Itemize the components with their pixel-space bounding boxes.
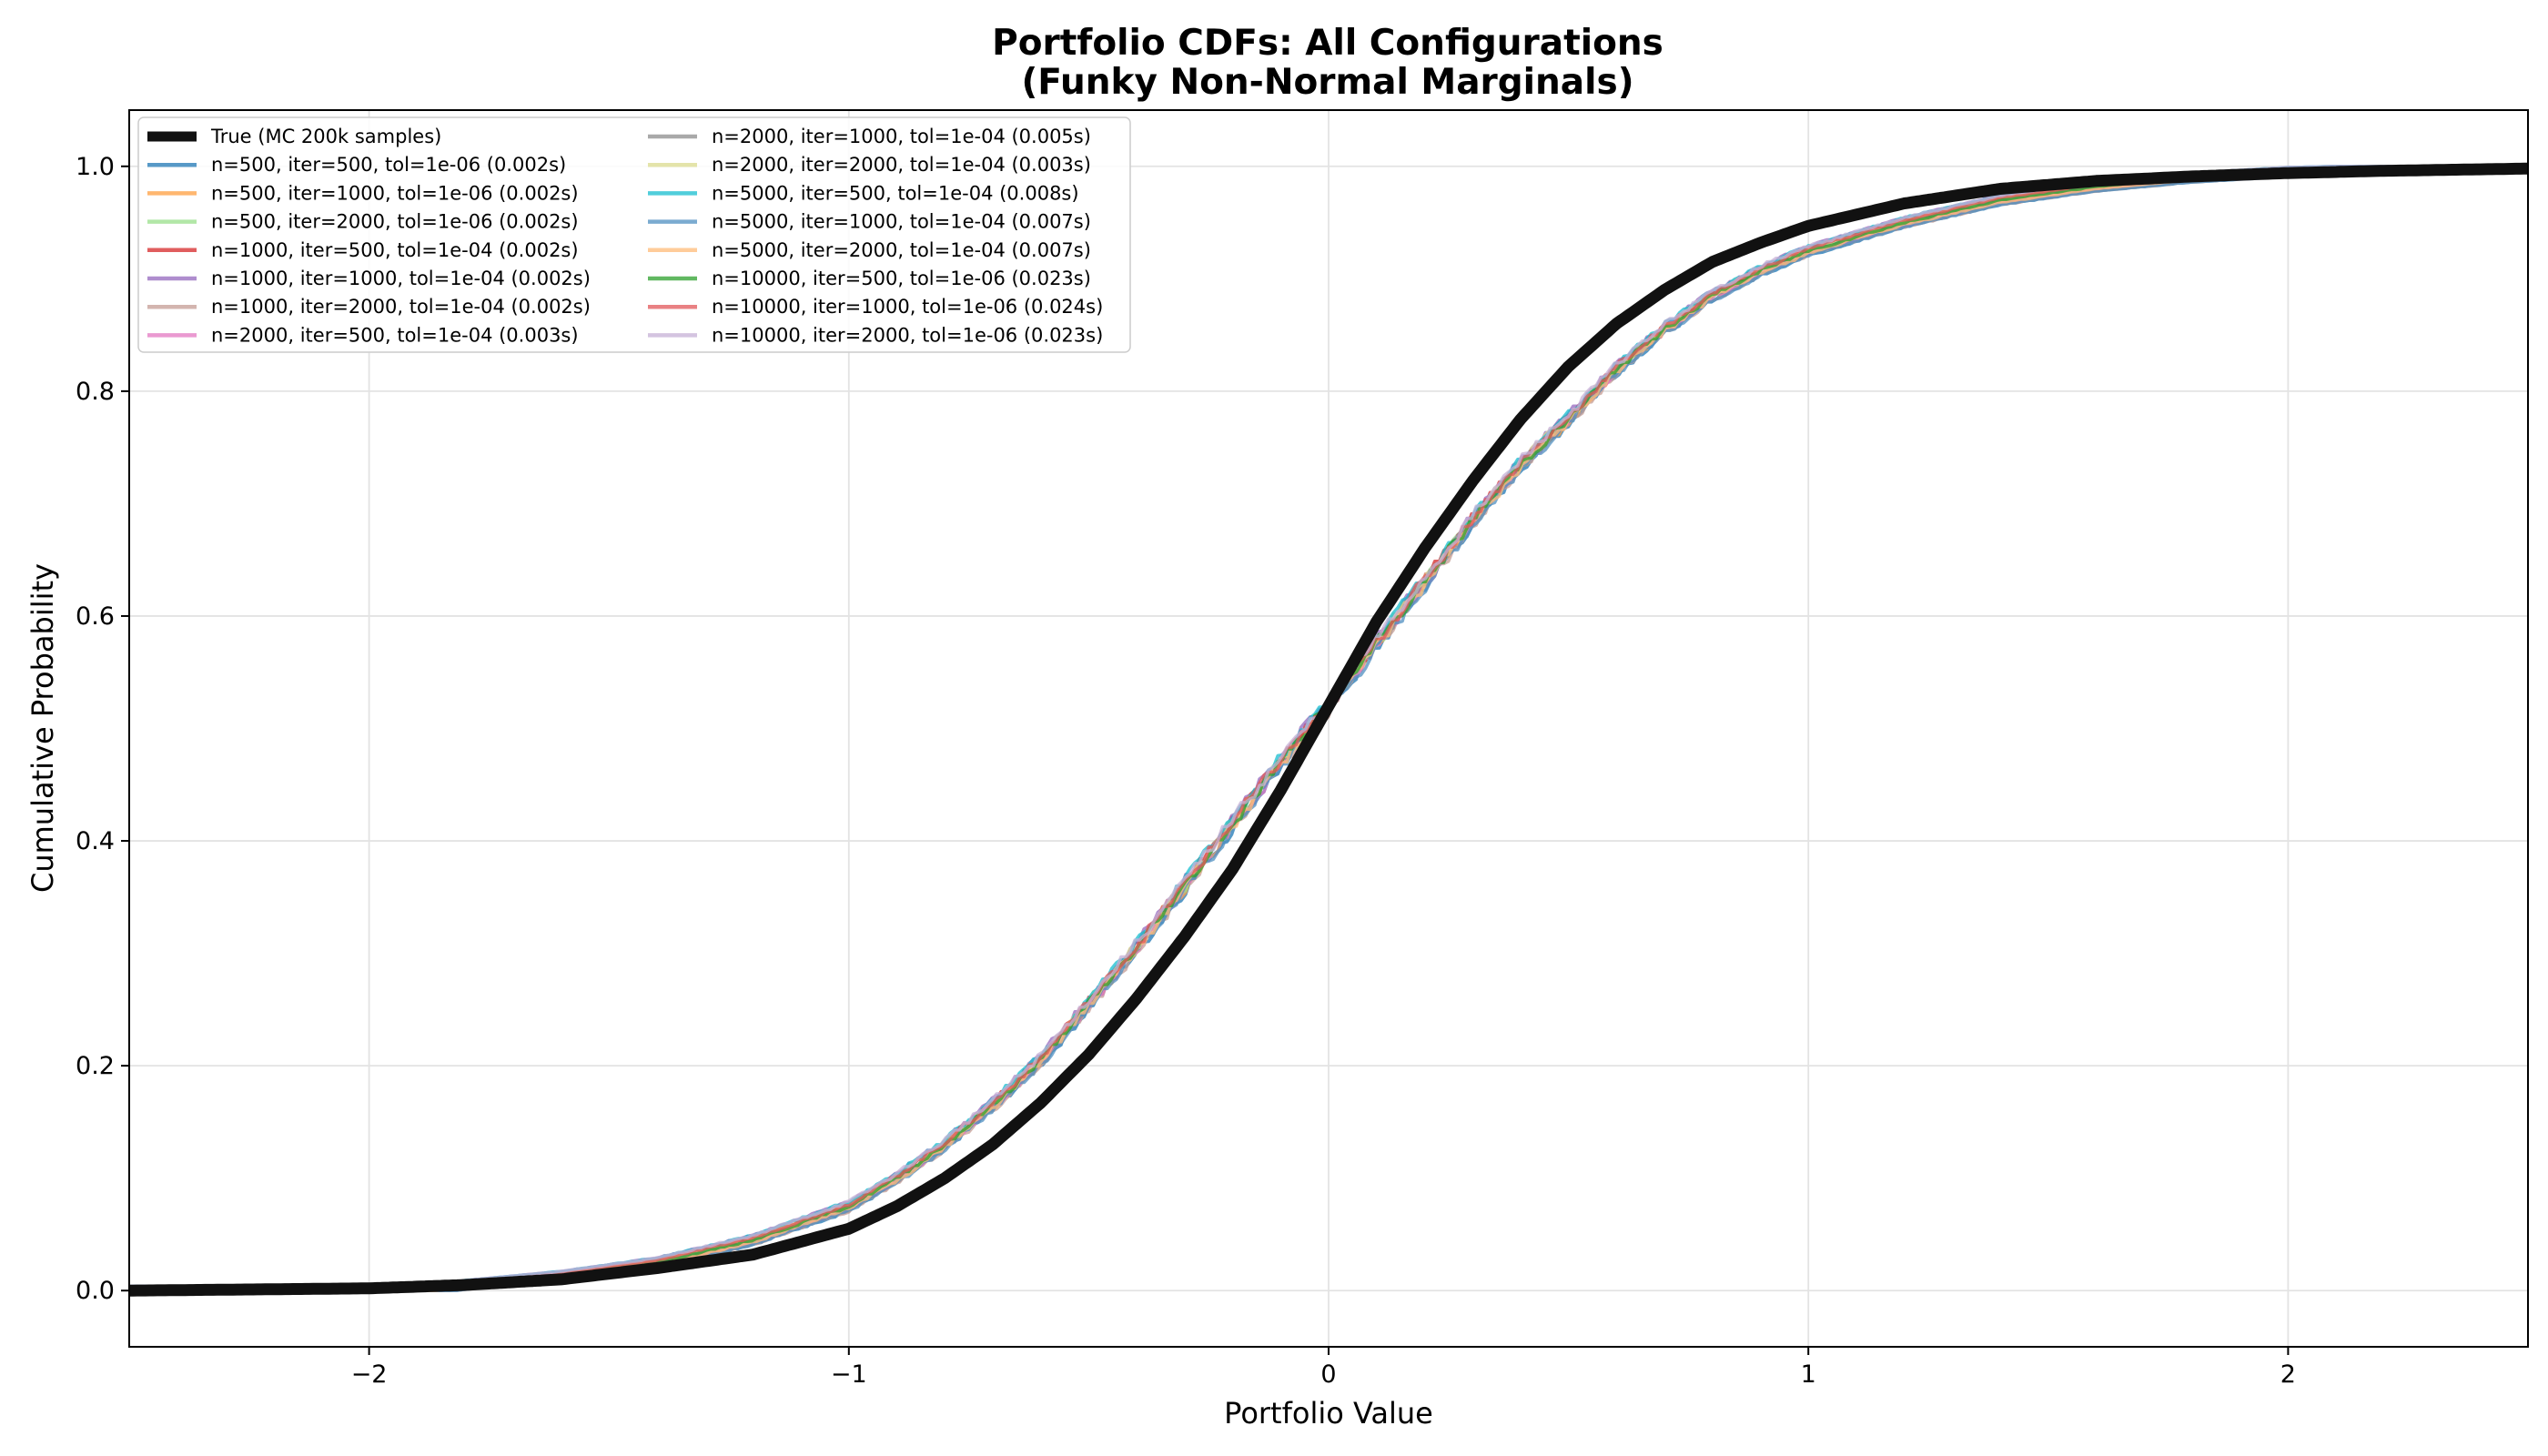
legend: True (MC 200k samples) n=500, iter=500, t… bbox=[137, 116, 1131, 353]
x-tick-label: −2 bbox=[351, 1360, 388, 1389]
legend-label: n=5000, iter=500, tol=1e-04 (0.008s) bbox=[712, 182, 1079, 204]
x-axis-label: Portfolio Value bbox=[1224, 1396, 1433, 1431]
legend-label: n=2000, iter=1000, tol=1e-04 (0.005s) bbox=[712, 126, 1091, 147]
x-tick-label: −1 bbox=[831, 1360, 867, 1389]
legend-label: n=10000, iter=1000, tol=1e-06 (0.024s) bbox=[712, 296, 1103, 318]
series-line-true bbox=[126, 162, 2531, 1297]
legend-label: n=5000, iter=2000, tol=1e-04 (0.007s) bbox=[712, 239, 1091, 261]
legend-label: n=2000, iter=2000, tol=1e-04 (0.003s) bbox=[712, 154, 1091, 176]
legend-label: n=5000, iter=1000, tol=1e-04 (0.007s) bbox=[712, 211, 1091, 233]
legend-label: n=10000, iter=2000, tol=1e-06 (0.023s) bbox=[712, 324, 1103, 346]
y-tick-label: 1.0 bbox=[76, 153, 115, 181]
grid-lines bbox=[129, 110, 2528, 1347]
x-tick-label: 2 bbox=[2280, 1360, 2296, 1389]
legend-label: n=1000, iter=1000, tol=1e-04 (0.002s) bbox=[211, 268, 591, 289]
legend-box bbox=[137, 116, 1131, 353]
y-tick-label: 0.0 bbox=[76, 1277, 115, 1305]
chart-subtitle: (Funky Non-Normal Marginals) bbox=[1021, 62, 1633, 103]
legend-label: n=500, iter=1000, tol=1e-06 (0.002s) bbox=[211, 182, 579, 204]
legend-label: n=500, iter=500, tol=1e-06 (0.002s) bbox=[211, 154, 566, 176]
series-lines bbox=[126, 162, 2531, 1297]
y-tick-label: 0.8 bbox=[76, 378, 115, 406]
legend-label: n=10000, iter=500, tol=1e-06 (0.023s) bbox=[712, 268, 1091, 289]
chart-title: Portfolio CDFs: All Configurations bbox=[992, 23, 1663, 64]
x-axis-ticks: −2 −1 0 1 2 bbox=[351, 1347, 2296, 1389]
legend-label: True (MC 200k samples) bbox=[210, 126, 441, 147]
legend-label: n=500, iter=2000, tol=1e-06 (0.002s) bbox=[211, 211, 579, 233]
x-tick-label: 0 bbox=[1320, 1360, 1336, 1389]
legend-label: n=1000, iter=2000, tol=1e-04 (0.002s) bbox=[211, 296, 591, 318]
y-axis-ticks: 0.0 0.2 0.4 0.6 0.8 1.0 bbox=[76, 153, 129, 1305]
y-tick-label: 0.4 bbox=[76, 827, 115, 855]
legend-label: n=2000, iter=500, tol=1e-04 (0.003s) bbox=[211, 324, 579, 346]
y-tick-label: 0.6 bbox=[76, 602, 115, 631]
y-tick-label: 0.2 bbox=[76, 1052, 115, 1080]
x-tick-label: 1 bbox=[1801, 1360, 1816, 1389]
y-axis-label: Cumulative Probability bbox=[25, 563, 60, 893]
legend-label: n=1000, iter=500, tol=1e-04 (0.002s) bbox=[211, 239, 579, 261]
